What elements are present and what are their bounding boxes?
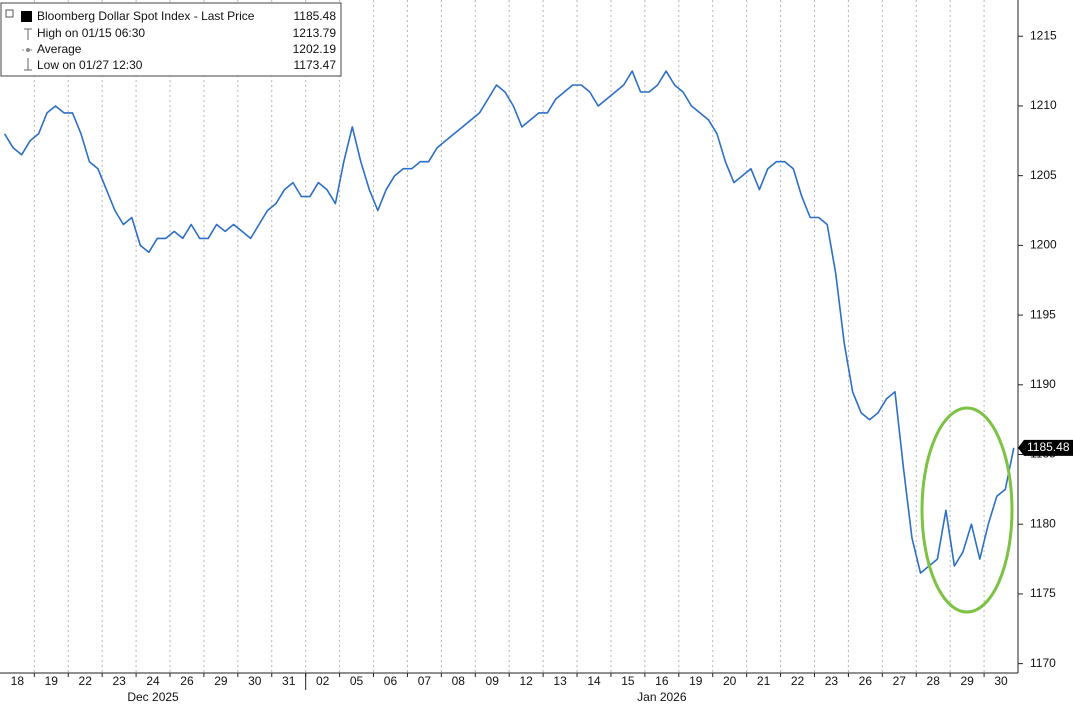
y-tick-label: 1190	[1030, 377, 1056, 391]
legend-icon	[26, 48, 30, 52]
y-tick-label: 1210	[1030, 98, 1057, 112]
x-tick-label: 07	[418, 674, 432, 688]
y-tick-label: 1205	[1030, 168, 1057, 182]
legend-icon	[24, 28, 32, 40]
x-tick-label: 20	[723, 674, 737, 688]
last-price-marker	[1018, 439, 1073, 456]
y-tick-label: 1195	[1030, 307, 1056, 321]
x-tick-label: 26	[180, 674, 194, 688]
x-tick-label: 22	[791, 674, 805, 688]
price-line	[3, 70, 1015, 574]
y-tick-label: 1170	[1030, 656, 1056, 670]
legend-value: 1185.48	[294, 9, 337, 23]
legend: Bloomberg Dollar Spot Index - Last Price…	[0, 2, 342, 77]
x-tick-label: 13	[553, 674, 567, 688]
highlight-ellipse	[920, 406, 1014, 614]
last-price-label: 1185.48	[1027, 440, 1070, 454]
legend-collapse	[5, 9, 14, 18]
legend-icon	[24, 58, 32, 71]
x-group-label: Jan 2026	[637, 690, 687, 704]
x-tick-label: 12	[519, 674, 533, 688]
x-tick-label: 27	[893, 674, 907, 688]
x-tick-label: 16	[655, 674, 669, 688]
legend-swatch	[21, 11, 32, 22]
plot	[3, 70, 1015, 574]
x-tick-label: 28	[927, 674, 941, 688]
legend-value: 1213.79	[293, 26, 337, 40]
x-tick-label: 29	[960, 674, 974, 688]
legend-label: High on 01/15 06:30	[37, 26, 145, 40]
grid	[33, 0, 985, 672]
x-tick-label: 26	[859, 674, 873, 688]
x-tick-label: 29	[214, 674, 228, 688]
y-tick-label: 1215	[1030, 28, 1057, 42]
legend-value: 1202.19	[293, 42, 337, 56]
x-tick-label: 06	[384, 674, 398, 688]
legend-label: Average	[37, 42, 82, 56]
x-tick-label: 19	[45, 674, 59, 688]
x-tick-label: 30	[994, 674, 1008, 688]
legend-box	[0, 2, 342, 77]
legend-value: 1173.47	[294, 58, 337, 72]
y-tick-label: 1175	[1030, 586, 1056, 600]
x-tick-label: 22	[79, 674, 93, 688]
x-tick-label: 15	[621, 674, 635, 688]
y-tick-label: 1180	[1030, 516, 1056, 530]
x-tick-label: 24	[146, 674, 160, 688]
x-tick-label: 19	[689, 674, 703, 688]
x-tick-label: 18	[11, 674, 25, 688]
legend-label: Low on 01/27 12:30	[37, 58, 143, 72]
x-tick-label: 21	[757, 674, 771, 688]
x-tick-label: 30	[248, 674, 262, 688]
x-tick-label: 31	[282, 674, 296, 688]
x-tick-label: 23	[112, 674, 126, 688]
x-tick-label: 02	[316, 674, 330, 688]
x-tick-label: 09	[486, 674, 500, 688]
x-tick-label: 05	[350, 674, 364, 688]
x-tick-label: 14	[587, 674, 601, 688]
y-tick-label: 1200	[1030, 238, 1057, 252]
legend-label: Bloomberg Dollar Spot Index - Last Price	[37, 9, 255, 23]
x-group-label: Dec 2025	[127, 690, 179, 704]
x-tick-label: 23	[825, 674, 839, 688]
x-tick-label: 08	[452, 674, 466, 688]
